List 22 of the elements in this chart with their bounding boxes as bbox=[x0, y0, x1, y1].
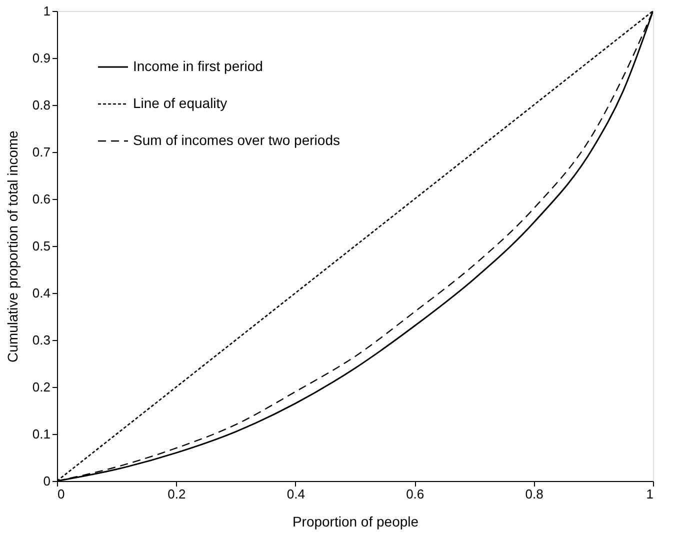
y-tick-label: 0.3 bbox=[32, 332, 50, 348]
legend-label: Line of equality bbox=[133, 95, 228, 111]
y-tick-label: 0.2 bbox=[32, 380, 50, 394]
x-axis-title: Proportion of people bbox=[292, 514, 419, 530]
y-axis-title: Cumulative proportion of total income bbox=[4, 130, 20, 362]
y-tick-label: 0.1 bbox=[32, 426, 50, 442]
y-tick-label: 0.8 bbox=[32, 98, 50, 112]
y-tick-label: 0.7 bbox=[32, 144, 50, 160]
legend-label: Income in first period bbox=[133, 58, 263, 74]
y-tick-label: 0.9 bbox=[32, 50, 50, 66]
y-tick-label: 1 bbox=[43, 4, 50, 18]
x-tick-label: 0.6 bbox=[406, 486, 424, 502]
y-tick-label: 0 bbox=[43, 474, 50, 488]
x-tick-label: 0 bbox=[58, 486, 65, 502]
legend-label: Sum of incomes over two periods bbox=[133, 132, 340, 148]
y-tick-label: 0.6 bbox=[32, 192, 50, 206]
x-tick-label: 1 bbox=[646, 486, 654, 502]
x-tick-label: 0.2 bbox=[168, 486, 186, 502]
y-tick-label: 0.5 bbox=[32, 238, 50, 254]
x-tick-label: 0.4 bbox=[286, 486, 305, 502]
y-tick-label: 0.4 bbox=[32, 286, 50, 300]
x-tick-label: 0.8 bbox=[525, 486, 544, 502]
